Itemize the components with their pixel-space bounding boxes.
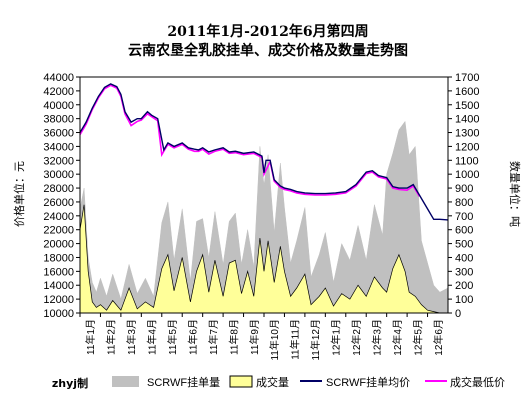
x-tick-label: 11年6月	[186, 319, 199, 355]
x-tick-label: 11年11月	[289, 319, 302, 360]
y-left-tick-label: 44000	[43, 72, 74, 84]
y-right-tick-label: 300	[455, 266, 473, 278]
x-tick-label: 11年12月	[309, 319, 322, 361]
series-trade-volume-area	[79, 204, 448, 314]
x-tick-label: 11年1月	[84, 319, 97, 355]
legend-label-trade-min-price: 成交最低价	[450, 375, 505, 389]
y-right-tick-label: 1000	[455, 169, 479, 181]
legend-label-listing-avg-price: SCRWF挂单均价	[326, 375, 410, 389]
y-left-tick-label: 22000	[43, 225, 74, 237]
x-tick-label: 12年1月	[330, 319, 343, 356]
y-right-tick-label: 500	[455, 239, 473, 251]
volume-layer	[79, 120, 449, 314]
y-right-tick-label: 900	[455, 183, 473, 195]
y-left-tick-label: 24000	[43, 211, 74, 223]
chart-title-line1: 2011年1月-2012年6月第四周	[167, 23, 368, 40]
series-listing-volume-area	[79, 120, 449, 314]
y-right-tick-label: 1300	[455, 128, 479, 140]
y-right-tick-label: 600	[455, 225, 473, 237]
y-left-tick-label: 36000	[43, 128, 74, 140]
x-tick-label: 12年6月	[432, 319, 445, 356]
y-left-tick-label: 18000	[43, 252, 74, 264]
y-axis-right-ticks: 1700160015001400130012001100100090080070…	[448, 72, 479, 320]
y-right-tick-label: 1400	[455, 114, 479, 126]
x-tick-label: 12年2月	[350, 319, 363, 356]
x-axis-ticks: 11年1月 11年2月 11年3月 11年4月 11年5月 11年6月 11年7月 11年8月…	[79, 313, 445, 361]
series-trade-min-price-line	[79, 84, 421, 197]
x-tick-label: 11年10月	[268, 319, 281, 361]
y-right-tick-label: 400	[455, 252, 473, 264]
x-tick-label: 11年9月	[248, 319, 261, 355]
chart-title-line2: 云南农垦全乳胶挂单、成交价格及数量走势图	[128, 42, 408, 59]
y-axis-left-label: 价格单位：元	[12, 161, 26, 227]
credit-text: zhyj制	[52, 376, 88, 390]
y-right-tick-label: 1100	[455, 155, 479, 167]
y-left-tick-label: 42000	[43, 86, 74, 98]
y-right-tick-label: 800	[455, 197, 473, 209]
y-right-tick-label: 200	[455, 280, 473, 292]
x-tick-label: 11年4月	[146, 319, 159, 355]
y-left-tick-label: 12000	[43, 294, 74, 306]
x-tick-label: 11年7月	[207, 319, 220, 355]
y-left-tick-label: 16000	[43, 266, 74, 278]
y-right-tick-label: 0	[455, 308, 461, 320]
y-right-tick-label: 100	[455, 294, 473, 306]
x-tick-label: 11年3月	[125, 319, 138, 355]
y-left-tick-label: 10000	[43, 308, 74, 320]
y-axis-right-label: 数量单位：吨	[508, 161, 522, 227]
x-tick-label: 11年5月	[166, 319, 179, 355]
y-left-tick-label: 32000	[43, 155, 74, 167]
y-left-tick-label: 26000	[43, 197, 74, 209]
y-left-tick-label: 14000	[43, 280, 74, 292]
x-tick-label: 11年2月	[105, 319, 118, 355]
y-left-tick-label: 34000	[43, 141, 74, 153]
y-left-tick-label: 30000	[43, 169, 74, 181]
series-listing-avg-price-line	[79, 83, 449, 221]
x-tick-label: 11年8月	[227, 319, 240, 355]
x-tick-label: 12年4月	[391, 319, 404, 356]
x-tick-label: 12年5月	[411, 319, 424, 356]
y-left-tick-label: 20000	[43, 239, 74, 251]
y-right-tick-label: 700	[455, 211, 473, 223]
price-lines-layer	[79, 83, 449, 221]
legend-label-trade-volume: 成交量	[256, 375, 289, 389]
y-right-tick-label: 1600	[455, 86, 479, 98]
y-left-tick-label: 40000	[43, 100, 74, 112]
legend-label-listing-volume: SCRWF挂单量	[147, 375, 220, 389]
y-right-tick-label: 1500	[455, 100, 479, 112]
y-left-tick-label: 38000	[43, 114, 74, 126]
legend: zhyj制 SCRWF挂单量 成交量 SCRWF挂单均价 成交最低价	[52, 375, 505, 390]
y-right-tick-label: 1700	[455, 72, 479, 84]
y-left-tick-label: 28000	[43, 183, 74, 195]
y-right-tick-label: 1200	[455, 141, 479, 153]
legend-swatch-listing-volume	[112, 376, 139, 387]
x-tick-label: 12年3月	[370, 319, 383, 356]
legend-swatch-trade-volume	[229, 375, 253, 388]
